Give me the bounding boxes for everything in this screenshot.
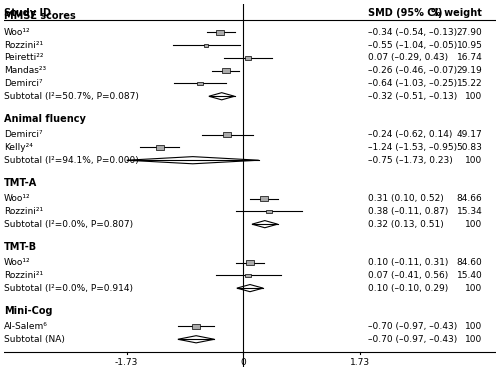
Text: Animal fluency: Animal fluency	[4, 114, 86, 123]
Text: –0.24 (–0.62, 0.14): –0.24 (–0.62, 0.14)	[368, 130, 452, 139]
Text: Subtotal (NA): Subtotal (NA)	[4, 335, 65, 344]
Text: 15.34: 15.34	[456, 207, 482, 216]
FancyBboxPatch shape	[266, 210, 272, 213]
Text: 0.31 (0.10, 0.52): 0.31 (0.10, 0.52)	[368, 194, 444, 203]
Text: 84.60: 84.60	[456, 258, 482, 267]
Text: Rozzini²¹: Rozzini²¹	[4, 271, 43, 280]
FancyBboxPatch shape	[245, 56, 251, 60]
Text: 0: 0	[240, 358, 246, 367]
Text: –0.70 (–0.97, –0.43): –0.70 (–0.97, –0.43)	[368, 335, 457, 344]
FancyBboxPatch shape	[223, 132, 231, 137]
Text: 100: 100	[465, 322, 482, 331]
Text: Subtotal (I²=0.0%, P=0.914): Subtotal (I²=0.0%, P=0.914)	[4, 283, 133, 292]
Text: –1.24 (–1.53, –0.95): –1.24 (–1.53, –0.95)	[368, 143, 457, 152]
Text: 15.40: 15.40	[456, 271, 482, 280]
Text: 100: 100	[465, 283, 482, 292]
Text: Study ID: Study ID	[4, 8, 51, 18]
Text: 0.38 (–0.11, 0.87): 0.38 (–0.11, 0.87)	[368, 207, 448, 216]
Text: –0.64 (–1.03, –0.25): –0.64 (–1.03, –0.25)	[368, 79, 457, 88]
Text: Mini-Cog: Mini-Cog	[4, 305, 52, 316]
FancyBboxPatch shape	[198, 82, 203, 85]
Text: 10.95: 10.95	[456, 41, 482, 50]
Text: 0.32 (0.13, 0.51): 0.32 (0.13, 0.51)	[368, 220, 444, 229]
Text: –0.34 (–0.54, –0.13): –0.34 (–0.54, –0.13)	[368, 28, 457, 37]
Text: Demirci⁷: Demirci⁷	[4, 79, 43, 88]
Text: 84.66: 84.66	[456, 194, 482, 203]
Text: –0.75 (–1.73, 0.23): –0.75 (–1.73, 0.23)	[368, 156, 452, 165]
Text: –0.70 (–0.97, –0.43): –0.70 (–0.97, –0.43)	[368, 322, 457, 331]
Text: 15.22: 15.22	[456, 79, 482, 88]
Text: Rozzini²¹: Rozzini²¹	[4, 207, 43, 216]
Text: –0.32 (–0.51, –0.13): –0.32 (–0.51, –0.13)	[368, 92, 457, 101]
Text: Al-Salem⁶: Al-Salem⁶	[4, 322, 48, 331]
Text: Woo¹²: Woo¹²	[4, 28, 31, 37]
Text: 50.83: 50.83	[456, 143, 482, 152]
Text: SMD (95% CI): SMD (95% CI)	[368, 8, 442, 18]
FancyBboxPatch shape	[222, 68, 230, 73]
Text: MMSE scores: MMSE scores	[4, 11, 76, 21]
Text: TMT-A: TMT-A	[4, 178, 38, 188]
Text: Kelly²⁴: Kelly²⁴	[4, 143, 33, 152]
Text: Rozzini²¹: Rozzini²¹	[4, 41, 43, 50]
Text: Woo¹²: Woo¹²	[4, 194, 31, 203]
Text: 0.10 (–0.11, 0.31): 0.10 (–0.11, 0.31)	[368, 258, 448, 267]
Text: Subtotal (I²=94.1%, P=0.000): Subtotal (I²=94.1%, P=0.000)	[4, 156, 139, 165]
Text: 100: 100	[465, 92, 482, 101]
Text: 0.07 (–0.29, 0.43): 0.07 (–0.29, 0.43)	[368, 53, 448, 62]
Text: 49.17: 49.17	[456, 130, 482, 139]
Text: Demirci⁷: Demirci⁷	[4, 130, 43, 139]
FancyBboxPatch shape	[260, 196, 268, 201]
FancyBboxPatch shape	[246, 260, 254, 265]
Text: Subtotal (I²=0.0%, P=0.807): Subtotal (I²=0.0%, P=0.807)	[4, 220, 134, 229]
Text: TMT-B: TMT-B	[4, 242, 38, 251]
Text: 16.74: 16.74	[456, 53, 482, 62]
FancyBboxPatch shape	[246, 273, 250, 277]
Text: 100: 100	[465, 335, 482, 344]
Text: Woo¹²: Woo¹²	[4, 258, 31, 267]
Text: Mandas²³: Mandas²³	[4, 66, 46, 75]
Text: % weight: % weight	[432, 8, 482, 18]
Text: Peiretti²²: Peiretti²²	[4, 53, 43, 62]
Text: Subtotal (I²=50.7%, P=0.087): Subtotal (I²=50.7%, P=0.087)	[4, 92, 139, 101]
Text: 29.19: 29.19	[456, 66, 482, 75]
FancyBboxPatch shape	[204, 44, 208, 47]
Text: 100: 100	[465, 220, 482, 229]
Text: 0.10 (–0.10, 0.29): 0.10 (–0.10, 0.29)	[368, 283, 448, 292]
Text: 0.07 (–0.41, 0.56): 0.07 (–0.41, 0.56)	[368, 271, 448, 280]
Text: 100: 100	[465, 156, 482, 165]
Text: 27.90: 27.90	[456, 28, 482, 37]
FancyBboxPatch shape	[216, 29, 224, 35]
Text: -1.73: -1.73	[115, 358, 138, 367]
Text: –0.55 (–1.04, –0.05): –0.55 (–1.04, –0.05)	[368, 41, 457, 50]
Text: 1.73: 1.73	[350, 358, 370, 367]
FancyBboxPatch shape	[156, 145, 164, 150]
FancyBboxPatch shape	[192, 324, 200, 329]
Text: –0.26 (–0.46, –0.07): –0.26 (–0.46, –0.07)	[368, 66, 457, 75]
